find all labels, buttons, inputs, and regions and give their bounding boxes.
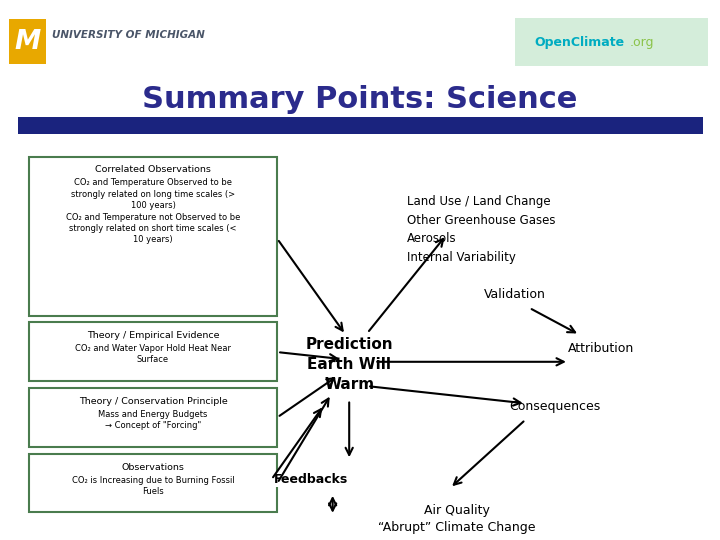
FancyArrowPatch shape	[454, 421, 523, 485]
FancyArrowPatch shape	[273, 409, 321, 477]
Bar	[9, 19, 46, 64]
Text: Feedbacks: Feedbacks	[274, 473, 348, 486]
Text: Theory / Conservation Principle: Theory / Conservation Principle	[0, 539, 1, 540]
FancyArrowPatch shape	[370, 387, 521, 406]
Text: Correlated Observations: Correlated Observations	[95, 165, 211, 174]
Bar	[29, 454, 277, 512]
FancyArrowPatch shape	[346, 402, 353, 455]
Text: Attribution: Attribution	[568, 342, 634, 355]
FancyArrowPatch shape	[279, 399, 328, 481]
Text: Validation: Validation	[484, 288, 546, 301]
FancyArrowPatch shape	[377, 358, 564, 366]
Bar	[29, 157, 277, 316]
Text: .org: .org	[629, 36, 654, 49]
Text: Correlated Observations: Correlated Observations	[0, 539, 1, 540]
Text: OpenClimate: OpenClimate	[534, 36, 624, 49]
Text: Observations: Observations	[122, 463, 184, 472]
FancyArrowPatch shape	[280, 353, 337, 361]
Text: Consequences: Consequences	[509, 400, 600, 413]
Text: CO₂ and Temperature Observed to be
strongly related on long time scales (>
100 y: CO₂ and Temperature Observed to be stron…	[66, 178, 240, 245]
Text: Mass and Energy Budgets
→ Concept of "Forcing": Mass and Energy Budgets → Concept of "Fo…	[99, 410, 207, 430]
FancyArrowPatch shape	[329, 498, 336, 511]
Bar	[18, 117, 703, 134]
Text: Theory / Empirical Evidence: Theory / Empirical Evidence	[86, 331, 220, 340]
Bar	[29, 322, 277, 381]
FancyArrowPatch shape	[531, 309, 575, 333]
Text: Observations: Observations	[0, 539, 1, 540]
Text: Theory / Empirical Evidence: Theory / Empirical Evidence	[0, 539, 1, 540]
FancyArrowPatch shape	[279, 378, 334, 416]
Bar	[515, 18, 708, 66]
Text: Prediction
Earth Will
Warm: Prediction Earth Will Warm	[305, 337, 393, 392]
Text: Air Quality
“Abrupt” Climate Change: Air Quality “Abrupt” Climate Change	[379, 504, 536, 535]
Bar	[29, 388, 277, 447]
Text: UNIVERSITY OF MICHIGAN: UNIVERSITY OF MICHIGAN	[52, 30, 204, 39]
Text: Land Use / Land Change
Other Greenhouse Gases
Aerosols
Internal Variability: Land Use / Land Change Other Greenhouse …	[407, 195, 555, 264]
Text: M: M	[14, 29, 40, 55]
Text: CO₂ and Water Vapor Hold Heat Near
Surface: CO₂ and Water Vapor Hold Heat Near Surfa…	[75, 344, 231, 365]
FancyArrowPatch shape	[279, 241, 343, 330]
Text: CO₂ is Increasing due to Burning Fossil
Fuels: CO₂ is Increasing due to Burning Fossil …	[71, 476, 235, 496]
FancyArrowPatch shape	[369, 239, 444, 331]
Text: Theory / Conservation Principle: Theory / Conservation Principle	[78, 397, 228, 406]
Text: Summary Points: Science: Summary Points: Science	[143, 85, 577, 114]
